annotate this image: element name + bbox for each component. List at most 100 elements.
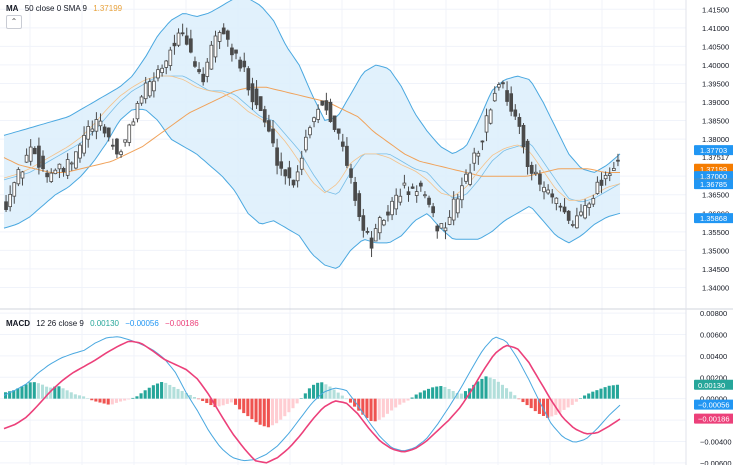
histogram-bar: [406, 398, 410, 401]
candle-body: [53, 169, 58, 175]
histogram-bar: [139, 393, 143, 399]
candle: [271, 120, 275, 147]
histogram-bar: [176, 388, 180, 399]
candle: [193, 56, 197, 68]
macd-line: [3, 336, 621, 462]
histogram-bar: [299, 398, 303, 399]
candle-body: [213, 35, 218, 58]
macd-tick-label: 0.00800: [700, 309, 727, 318]
candle-body: [390, 200, 394, 216]
histogram-bar: [447, 388, 451, 399]
histogram-bar: [246, 398, 250, 417]
candle: [12, 181, 17, 204]
candle-body: [115, 138, 119, 155]
candle-body: [591, 198, 596, 205]
candle: [98, 113, 103, 131]
macd-label-text: −0.00186: [698, 415, 730, 424]
candle-body: [488, 109, 493, 124]
candle-body: [201, 73, 206, 83]
price-tick-label: 1.40500: [702, 42, 729, 51]
histogram-bar: [94, 398, 98, 402]
histogram-bar: [472, 384, 476, 399]
candle: [147, 78, 152, 98]
candle: [65, 153, 70, 180]
histogram-bar: [65, 390, 69, 399]
candle-body: [439, 223, 444, 229]
histogram-bar: [110, 398, 114, 405]
candle-body: [616, 159, 620, 162]
candle: [607, 167, 612, 182]
histogram-bar: [390, 398, 394, 411]
candle: [435, 224, 440, 239]
candle-body: [221, 27, 226, 35]
candle: [579, 204, 583, 217]
candle-body: [127, 124, 132, 143]
histogram-bar: [205, 398, 209, 404]
candle-body: [451, 198, 456, 221]
histogram-bar: [188, 394, 192, 399]
histogram-bar: [221, 398, 225, 406]
histogram-bar: [192, 396, 196, 399]
price-tick-label: 1.36500: [702, 191, 729, 200]
candle-body: [295, 171, 300, 182]
histogram-bar: [443, 386, 447, 399]
histogram-bar: [365, 398, 369, 418]
candle-body: [492, 92, 497, 102]
candle-body: [521, 124, 526, 148]
candle: [209, 40, 214, 70]
candle-body: [65, 159, 70, 176]
candle-body: [501, 82, 505, 85]
candle: [570, 220, 575, 228]
candle: [94, 112, 99, 140]
candle-body: [250, 83, 255, 103]
candle-body: [45, 172, 49, 178]
candle-body: [575, 215, 579, 229]
price-label-text: 1.37703: [700, 146, 727, 155]
candle: [382, 219, 386, 227]
candle-body: [443, 227, 448, 232]
candle: [521, 123, 526, 154]
candle: [143, 76, 148, 104]
price-label-bg: [694, 171, 733, 182]
histogram-bar: [106, 398, 110, 405]
candle: [164, 59, 169, 75]
candle-body: [612, 167, 616, 171]
price-tick-label: 1.38000: [702, 135, 729, 144]
histogram-bar: [143, 390, 147, 399]
candle: [320, 100, 325, 107]
candle-body: [533, 171, 538, 175]
histogram-bar: [377, 398, 381, 420]
macd-label-text: −0.00056: [698, 401, 730, 410]
candle-body: [160, 67, 164, 74]
histogram-bar: [45, 386, 49, 399]
candle: [197, 62, 201, 75]
candle-body: [587, 203, 592, 208]
chevron-up-icon[interactable]: ⌃: [6, 15, 22, 29]
candle-body: [69, 162, 74, 165]
histogram-bar: [451, 390, 455, 399]
candle: [349, 163, 353, 184]
histogram-bar: [49, 387, 53, 399]
histogram-bar: [426, 388, 431, 399]
candle: [20, 170, 25, 186]
candle-body: [550, 193, 555, 198]
candle: [386, 205, 390, 222]
candle-body: [4, 201, 8, 210]
candle-body: [254, 88, 259, 106]
macd-label-text: 0.00130: [698, 381, 725, 390]
price-tick-label: 1.34000: [702, 283, 729, 292]
candle-body: [287, 167, 292, 179]
candle-body: [361, 215, 366, 231]
candle-body: [377, 217, 382, 234]
histogram-bar: [307, 388, 311, 399]
histogram-bar: [86, 398, 90, 399]
price-label-bg: [694, 179, 733, 190]
histogram-bar: [492, 379, 496, 399]
candle-body: [189, 38, 193, 53]
candle-body: [460, 185, 464, 201]
histogram-bar: [595, 390, 599, 399]
candle: [258, 96, 263, 112]
candle-body: [24, 154, 29, 163]
price-label: 1.37703: [694, 145, 733, 155]
